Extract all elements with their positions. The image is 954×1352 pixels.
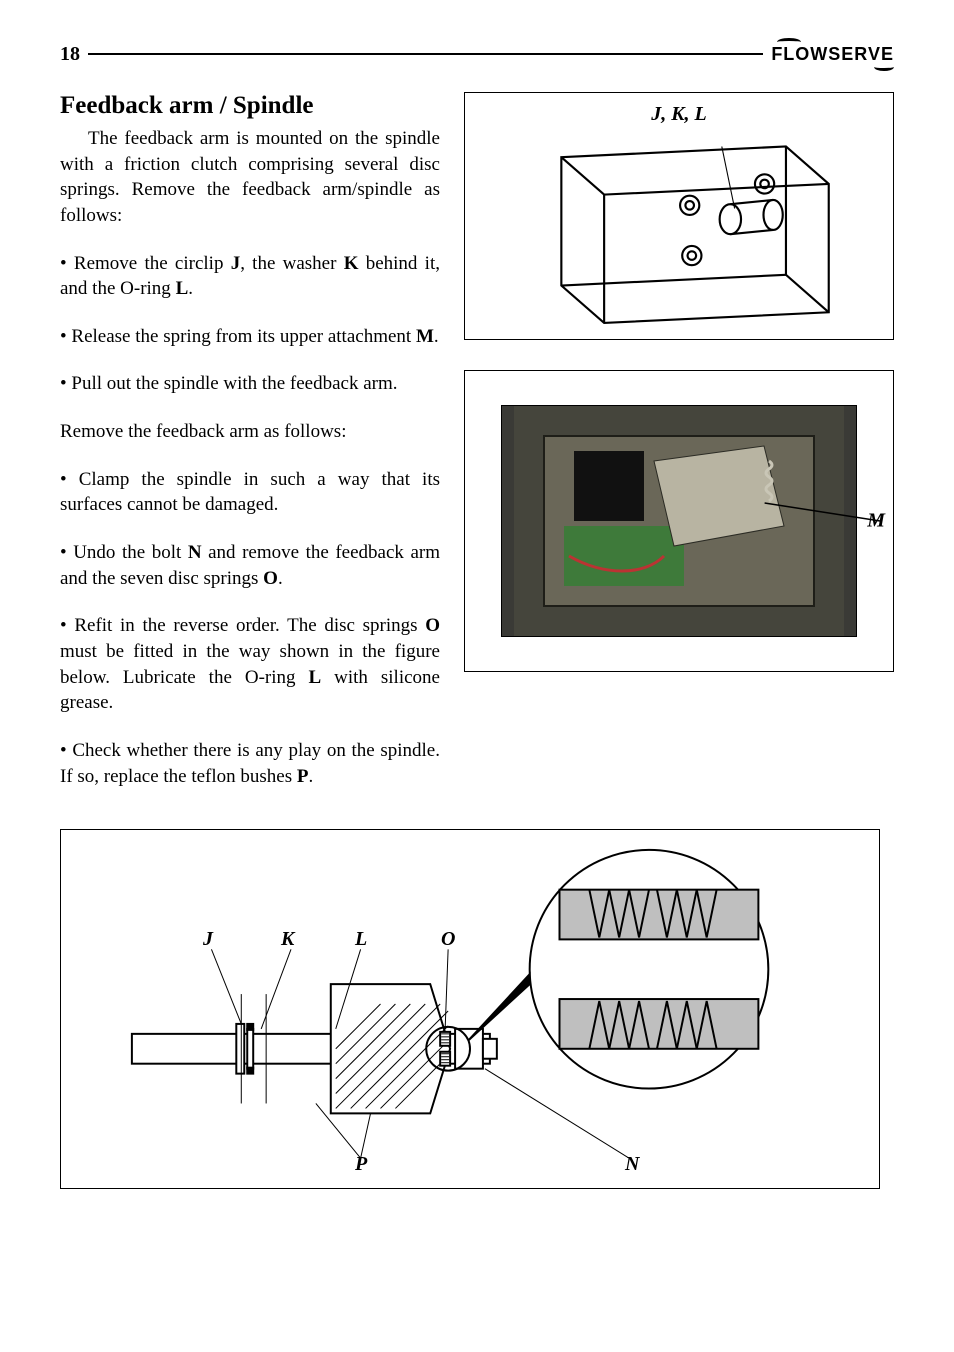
page-number: 18: [60, 43, 80, 66]
bullet-3: • Pull out the spindle with the feedback…: [60, 371, 440, 397]
device-photo-placeholder: [501, 405, 857, 637]
bullet-7: • Check whether there is any play on the…: [60, 738, 440, 789]
intro-paragraph: The feedback arm is mounted on the spind…: [60, 126, 440, 229]
fig3-label-N: N: [625, 1153, 639, 1176]
bullet-5: • Undo the bolt N and remove the feedbac…: [60, 540, 440, 591]
photo-svg: [502, 406, 856, 636]
figure-column: J, K, L: [464, 92, 894, 811]
fig3-label-J: J: [203, 928, 213, 951]
figure-cross-section: J K L O P N: [60, 829, 880, 1189]
bullet-1: • Remove the circlip J, the washer K beh…: [60, 251, 440, 302]
diagram-svg-1: [465, 93, 893, 339]
figure-jkl-diagram: J, K, L: [464, 92, 894, 340]
figure-m-photo: M: [464, 370, 894, 672]
diagram-svg-3: [61, 830, 879, 1188]
fig3-label-K: K: [281, 928, 294, 951]
figure-2-label: M: [867, 510, 885, 533]
figure-1-label: J, K, L: [651, 103, 707, 126]
header-rule: [88, 53, 763, 55]
sub-heading-line: Remove the feedback arm as follows:: [60, 419, 440, 445]
fig3-label-L: L: [355, 928, 367, 951]
fig3-label-O: O: [441, 928, 455, 951]
fig3-label-P: P: [355, 1153, 367, 1176]
bullet-2: • Release the spring from its upper atta…: [60, 324, 440, 350]
page-header: 18 FLOWSERVE: [60, 40, 894, 68]
bullet-6: • Refit in the reverse order. The disc s…: [60, 613, 440, 716]
brand-logo: FLOWSERVE: [771, 44, 894, 65]
content-area: Feedback arm / Spindle The feedback arm …: [60, 92, 894, 811]
bullet-4: • Clamp the spindle in such a way that i…: [60, 467, 440, 518]
text-column: Feedback arm / Spindle The feedback arm …: [60, 92, 440, 811]
section-title: Feedback arm / Spindle: [60, 92, 440, 120]
